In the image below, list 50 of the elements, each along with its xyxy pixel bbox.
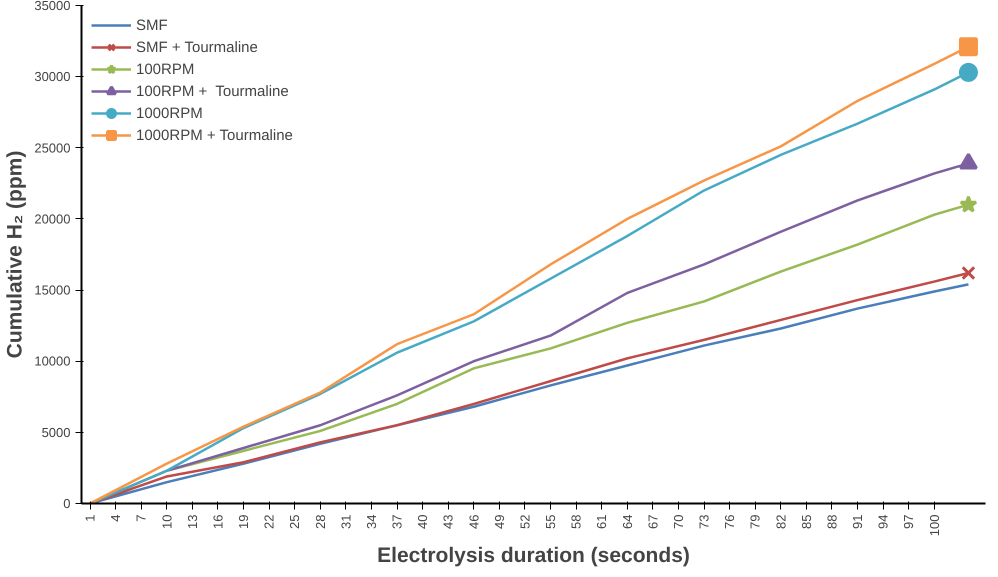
x-tick-label: 10 xyxy=(159,514,174,529)
x-tick-label: 61 xyxy=(594,514,610,529)
x-tick-label: 25 xyxy=(287,514,302,529)
x-tick-label: 16 xyxy=(210,514,226,529)
x-tick-label: 97 xyxy=(901,514,916,529)
x-tick-label: 31 xyxy=(338,514,354,529)
x-tick-label: 88 xyxy=(824,514,840,529)
x-tick-label: 37 xyxy=(390,514,405,529)
x-tick-label: 46 xyxy=(466,514,482,529)
x-tick-label: 52 xyxy=(517,514,532,529)
x-tick-label: 70 xyxy=(670,514,686,529)
x-tick-label: 43 xyxy=(440,514,456,529)
x-tick-label: 49 xyxy=(492,514,507,529)
x-tick-label: 55 xyxy=(543,514,558,529)
x-tick-label: 19 xyxy=(236,514,252,529)
legend-label: SMF xyxy=(136,16,168,34)
x-tick-label: 1 xyxy=(82,514,98,522)
x-tick-label: 82 xyxy=(773,514,788,529)
x-tick-label: 22 xyxy=(262,514,277,529)
y-tick-label: 15000 xyxy=(34,282,71,298)
x-tick-label: 34 xyxy=(364,514,379,529)
x-tick-label: 40 xyxy=(415,514,430,529)
legend-label: 1000RPM + Tourmaline xyxy=(136,126,293,144)
x-axis-title: Electrolysis duration (seconds) xyxy=(377,544,690,568)
x-tick-label: 73 xyxy=(696,514,712,529)
x-tick-label: 58 xyxy=(568,514,584,529)
x-tick-label: 64 xyxy=(620,514,635,529)
y-tick-label: 5000 xyxy=(42,424,70,440)
y-tick-label: 30000 xyxy=(34,69,71,84)
x-tick-label: 13 xyxy=(184,514,200,529)
x-tick-label: 85 xyxy=(798,514,814,529)
x-tick-label: 67 xyxy=(645,514,660,529)
legend-label: 1000RPM xyxy=(136,104,203,122)
x-tick-label: 7 xyxy=(134,514,149,522)
y-tick-label: 0 xyxy=(63,496,71,511)
legend-label: SMF + Tourmaline xyxy=(136,38,258,56)
legend-label: 100RPM xyxy=(136,60,194,78)
x-tick-label: 100 xyxy=(926,514,942,536)
y-tick-label: 10000 xyxy=(34,354,71,369)
legend-label: 100RPM + Tourmaline xyxy=(136,82,289,100)
y-tick-label: 25000 xyxy=(34,140,71,156)
x-tick-label: 94 xyxy=(876,514,891,529)
x-tick-label: 76 xyxy=(722,514,738,529)
x-tick-label: 4 xyxy=(108,514,124,522)
y-tick-label: 20000 xyxy=(34,211,71,226)
y-tick-label: 35000 xyxy=(34,0,71,13)
x-tick-label: 91 xyxy=(850,514,866,529)
x-tick-label: 28 xyxy=(312,514,328,529)
x-tick-label: 79 xyxy=(748,514,763,529)
y-axis-title: Cumulative H₂ (ppm) xyxy=(3,150,26,358)
